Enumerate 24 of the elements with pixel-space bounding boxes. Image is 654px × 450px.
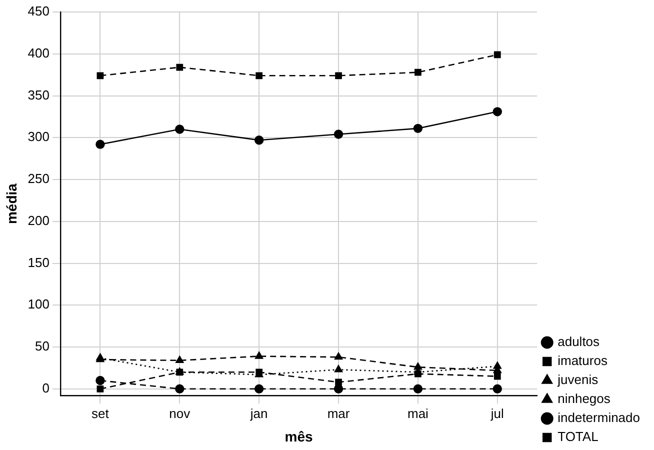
legend-label: juvenis [556, 372, 599, 388]
x-tick-label: nov [169, 406, 191, 421]
y-tick-label: 100 [28, 296, 50, 312]
x-tick-label: mar [327, 406, 350, 421]
y-tick-label: 200 [28, 212, 50, 228]
legend-label: adultos [558, 334, 600, 350]
y-axis-title: média [3, 183, 20, 224]
y-tick-label: 300 [28, 129, 50, 144]
y-tick-label: 150 [28, 254, 50, 270]
legend-label: TOTAL [558, 429, 598, 444]
legend-label: indeterminado [558, 410, 640, 426]
x-tick-label: set [92, 406, 110, 421]
y-tick-label: 250 [28, 171, 50, 186]
x-axis-title: mês [284, 428, 314, 444]
legend-label: imaturos [558, 353, 608, 368]
y-tick-label: 450 [28, 4, 50, 19]
x-tick-label: jul [490, 406, 504, 421]
y-tick-label: 0 [42, 380, 50, 396]
x-tick-label: jan [249, 406, 268, 421]
y-tick-label: 50 [35, 338, 50, 354]
y-tick-label: 400 [28, 45, 50, 60]
y-tick-label: 350 [28, 87, 50, 102]
x-tick-label: mai [407, 406, 429, 421]
legend-label: ninhegos [558, 391, 611, 406]
